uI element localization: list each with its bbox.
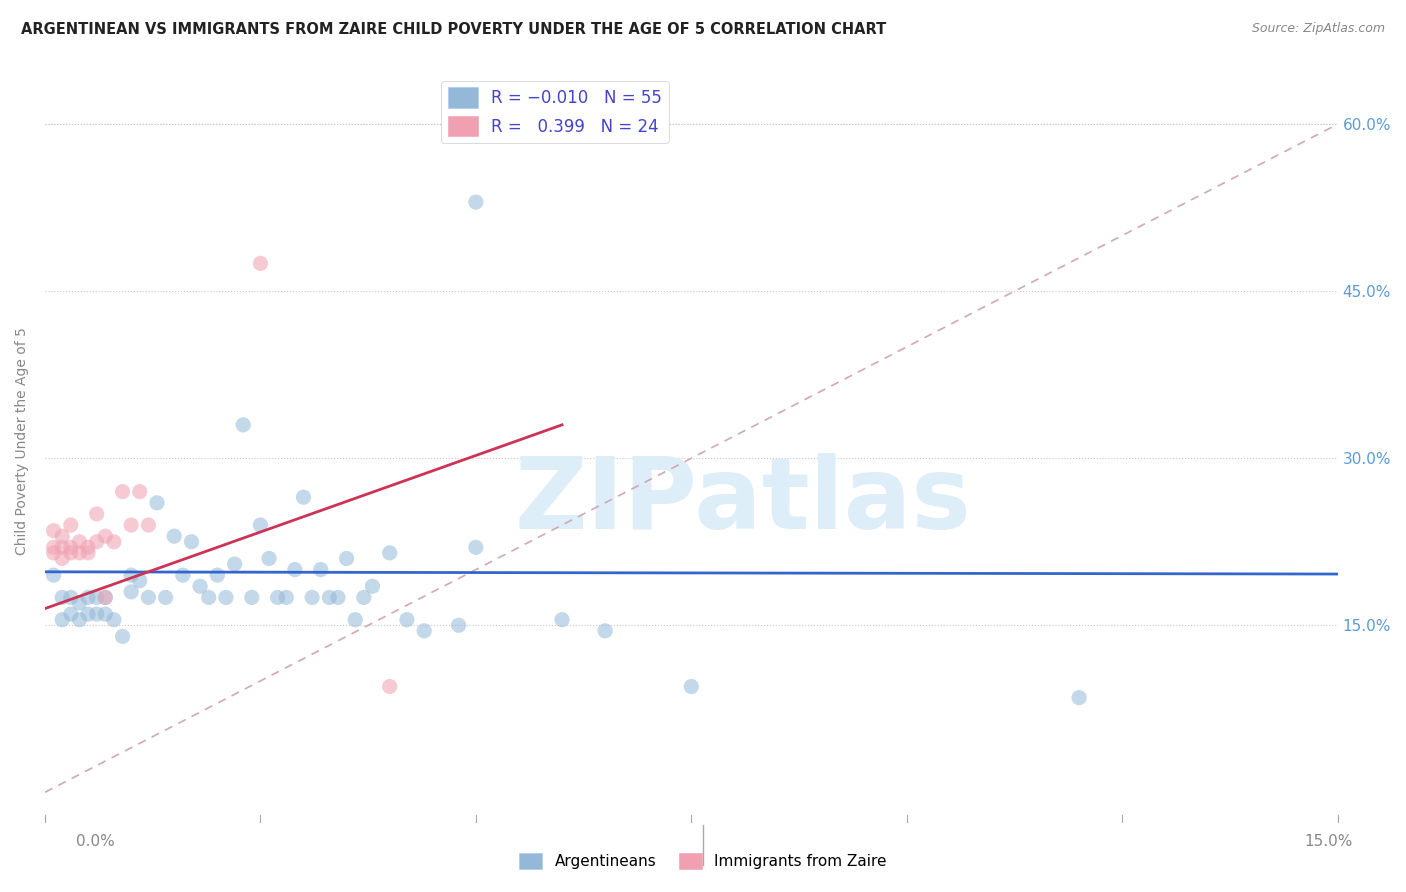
Point — [103, 534, 125, 549]
Point — [103, 613, 125, 627]
Point — [86, 507, 108, 521]
Point — [249, 256, 271, 270]
Point — [344, 613, 367, 627]
Point — [336, 551, 359, 566]
Point — [138, 591, 160, 605]
Point — [42, 568, 65, 582]
Point — [120, 518, 142, 533]
Point — [447, 618, 470, 632]
Point — [257, 551, 280, 566]
Point — [318, 591, 340, 605]
Point — [138, 518, 160, 533]
Text: 15.0%: 15.0% — [1305, 834, 1353, 849]
Point — [69, 596, 91, 610]
Point — [207, 568, 229, 582]
Point — [1069, 690, 1091, 705]
Point — [128, 574, 150, 588]
Point — [681, 680, 703, 694]
Point — [51, 529, 73, 543]
Y-axis label: Child Poverty Under the Age of 5: Child Poverty Under the Age of 5 — [15, 327, 30, 556]
Text: Source: ZipAtlas.com: Source: ZipAtlas.com — [1251, 22, 1385, 36]
Point — [94, 529, 117, 543]
Text: ZIPatlas: ZIPatlas — [515, 453, 972, 549]
Point — [309, 563, 332, 577]
Point — [51, 541, 73, 555]
Point — [155, 591, 177, 605]
Point — [284, 563, 307, 577]
Point — [77, 607, 100, 621]
Point — [215, 591, 238, 605]
Point — [180, 534, 202, 549]
Point — [163, 529, 186, 543]
Point — [128, 484, 150, 499]
Point — [464, 541, 486, 555]
Point — [146, 496, 169, 510]
Point — [69, 534, 91, 549]
Point — [120, 585, 142, 599]
Point — [69, 613, 91, 627]
Point — [326, 591, 349, 605]
Point — [361, 579, 384, 593]
Text: ARGENTINEAN VS IMMIGRANTS FROM ZAIRE CHILD POVERTY UNDER THE AGE OF 5 CORRELATIO: ARGENTINEAN VS IMMIGRANTS FROM ZAIRE CHI… — [21, 22, 886, 37]
Point — [111, 629, 134, 643]
Point — [77, 541, 100, 555]
Point — [464, 195, 486, 210]
Point — [59, 518, 82, 533]
Point — [77, 546, 100, 560]
Point — [197, 591, 219, 605]
Point — [172, 568, 194, 582]
Point — [266, 591, 288, 605]
Point — [86, 534, 108, 549]
Point — [42, 541, 65, 555]
Point — [413, 624, 436, 638]
Point — [59, 546, 82, 560]
Point — [378, 680, 401, 694]
Point — [86, 607, 108, 621]
Point — [69, 546, 91, 560]
Point — [593, 624, 616, 638]
Point — [86, 591, 108, 605]
Point — [111, 484, 134, 499]
Point — [551, 613, 574, 627]
Legend: R = −0.010   N = 55, R =   0.399   N = 24: R = −0.010 N = 55, R = 0.399 N = 24 — [441, 80, 669, 143]
Point — [51, 551, 73, 566]
Point — [94, 591, 117, 605]
Point — [249, 518, 271, 533]
Point — [59, 591, 82, 605]
Point — [378, 546, 401, 560]
Point — [292, 490, 315, 504]
Point — [276, 591, 298, 605]
Point — [59, 607, 82, 621]
Point — [188, 579, 211, 593]
Point — [232, 417, 254, 432]
Point — [94, 591, 117, 605]
Point — [59, 541, 82, 555]
Legend: Argentineans, Immigrants from Zaire: Argentineans, Immigrants from Zaire — [513, 847, 893, 875]
Point — [395, 613, 418, 627]
Point — [353, 591, 375, 605]
Point — [42, 546, 65, 560]
Point — [120, 568, 142, 582]
Point — [42, 524, 65, 538]
Point — [224, 557, 246, 571]
Point — [77, 591, 100, 605]
Point — [301, 591, 323, 605]
Text: 0.0%: 0.0% — [76, 834, 115, 849]
Point — [240, 591, 263, 605]
Point — [51, 591, 73, 605]
Point — [94, 607, 117, 621]
Point — [51, 613, 73, 627]
